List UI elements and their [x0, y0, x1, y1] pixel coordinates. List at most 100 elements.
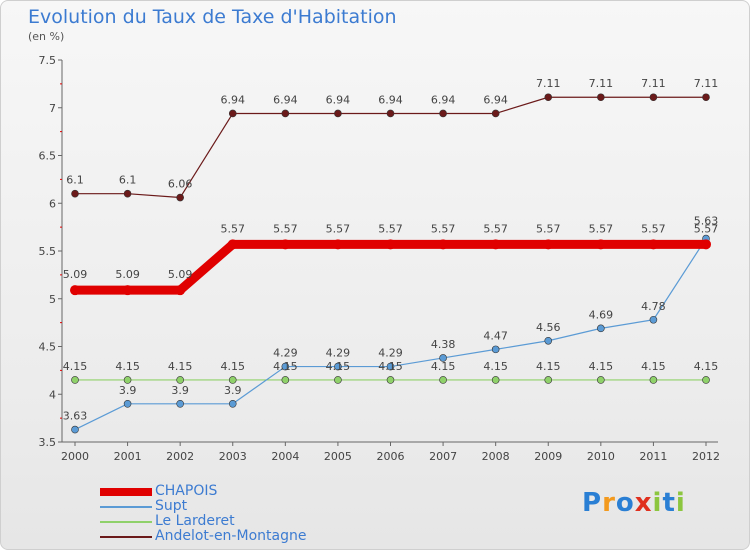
logo-letter: P — [582, 488, 603, 518]
data-label-le-larderet: 4.15 — [115, 360, 140, 373]
data-point-andelot — [334, 109, 342, 118]
data-label-chapois: 5.57 — [483, 222, 508, 235]
data-point-andelot — [281, 109, 290, 118]
x-tick-label: 2010 — [587, 450, 615, 463]
data-point-chapois — [227, 239, 238, 250]
data-label-chapois: 5.57 — [273, 222, 298, 235]
logo-letter: t — [662, 488, 676, 518]
data-point-supt — [281, 362, 290, 371]
data-point-chapois — [175, 285, 186, 296]
data-point-le-larderet — [544, 376, 553, 384]
data-point-le-larderet — [597, 376, 605, 384]
data-point-chapois — [332, 239, 343, 250]
data-label-supt: 5.63 — [694, 215, 719, 228]
data-point-chapois — [122, 285, 133, 296]
data-point-andelot — [491, 109, 500, 118]
data-label-supt: 4.29 — [273, 347, 298, 360]
data-point-le-larderet — [281, 376, 290, 384]
data-label-andelot: 7.11 — [694, 77, 719, 90]
data-label-le-larderet: 4.15 — [378, 360, 403, 373]
data-label-supt: 4.47 — [483, 329, 508, 342]
y-tick-label: 6.5 — [39, 150, 57, 163]
data-point-andelot — [123, 189, 132, 198]
data-label-supt: 3.9 — [224, 384, 242, 397]
legend-item-supt: Supt — [100, 498, 360, 514]
logo-letter: o — [615, 488, 635, 518]
data-point-le-larderet — [702, 376, 710, 384]
data-label-andelot: 6.94 — [431, 93, 456, 106]
x-tick-label: 2002 — [166, 450, 194, 463]
data-label-andelot: 6.1 — [66, 174, 84, 187]
legend-label-chapois: CHAPOIS — [155, 483, 218, 499]
data-label-andelot: 6.94 — [326, 93, 351, 106]
data-point-supt — [71, 425, 79, 434]
data-point-supt — [228, 399, 237, 408]
data-point-andelot — [228, 109, 237, 118]
legend-item-andelot: Andelot-en-Montagne — [100, 528, 360, 544]
x-tick-label: 2000 — [61, 450, 89, 463]
y-tick-label: 7 — [49, 102, 56, 115]
legend-label-supt: Supt — [155, 498, 188, 514]
data-point-le-larderet — [649, 376, 658, 384]
y-tick-label: 7.5 — [39, 54, 57, 67]
data-point-chapois — [438, 239, 449, 250]
logo-letter: x — [634, 488, 653, 518]
data-label-andelot: 6.94 — [273, 93, 298, 106]
data-point-le-larderet — [439, 376, 447, 384]
data-label-andelot: 6.1 — [119, 174, 137, 187]
data-point-supt — [123, 399, 132, 408]
data-label-andelot: 6.94 — [483, 93, 508, 106]
data-point-le-larderet — [228, 376, 237, 384]
data-label-supt: 3.63 — [63, 410, 88, 423]
data-label-chapois: 5.57 — [536, 222, 561, 235]
x-tick-label: 2007 — [429, 450, 457, 463]
legend-label-andelot: Andelot-en-Montagne — [155, 528, 307, 544]
data-label-chapois: 5.57 — [431, 222, 456, 235]
y-tick-label: 5 — [49, 293, 56, 306]
x-tick-label: 2005 — [324, 450, 352, 463]
data-label-chapois: 5.57 — [326, 222, 351, 235]
y-tick-label: 4 — [49, 388, 56, 401]
data-label-supt: 3.9 — [119, 384, 137, 397]
data-label-andelot: 7.11 — [589, 77, 614, 90]
x-tick-label: 2012 — [692, 450, 720, 463]
data-label-le-larderet: 4.15 — [326, 360, 351, 373]
legend-swatch-le-larderet — [100, 521, 152, 523]
data-label-supt: 4.78 — [641, 300, 666, 313]
data-label-andelot: 7.11 — [641, 77, 666, 90]
data-label-chapois: 5.57 — [589, 222, 614, 235]
data-point-le-larderet — [386, 376, 395, 384]
data-point-le-larderet — [123, 376, 132, 384]
chart-title: Evolution du Taux de Taxe d'Habitation — [28, 6, 397, 28]
data-label-le-larderet: 4.15 — [694, 360, 719, 373]
data-label-chapois: 5.57 — [378, 222, 403, 235]
data-point-chapois — [490, 239, 501, 250]
x-tick-label: 2008 — [482, 450, 510, 463]
x-tick-label: 2006 — [377, 450, 405, 463]
data-label-supt: 3.9 — [171, 384, 189, 397]
data-label-le-larderet: 4.15 — [273, 360, 298, 373]
data-label-le-larderet: 4.15 — [63, 360, 88, 373]
legend: CHAPOIS Supt Le Larderet Andelot-en-Mont… — [100, 483, 360, 544]
data-point-le-larderet — [71, 376, 79, 384]
y-tick-label: 3.5 — [39, 436, 57, 449]
x-tick-label: 2001 — [114, 450, 142, 463]
data-point-chapois — [385, 239, 396, 250]
data-point-andelot — [649, 93, 658, 102]
data-point-supt — [649, 315, 658, 324]
x-tick-label: 2004 — [271, 450, 299, 463]
chart-subtitle: (en %) — [28, 30, 65, 43]
data-point-supt — [176, 399, 184, 408]
data-point-le-larderet — [491, 376, 500, 384]
data-label-le-larderet: 4.15 — [589, 360, 614, 373]
legend-label-le-larderet: Le Larderet — [155, 513, 235, 529]
y-tick-label: 5.5 — [39, 245, 57, 258]
data-label-chapois: 5.09 — [63, 268, 88, 281]
data-label-chapois: 5.09 — [115, 268, 140, 281]
data-point-andelot — [439, 109, 447, 118]
logo-letter: i — [675, 488, 686, 518]
data-label-chapois: 5.57 — [641, 222, 666, 235]
data-label-le-larderet: 4.15 — [431, 360, 456, 373]
